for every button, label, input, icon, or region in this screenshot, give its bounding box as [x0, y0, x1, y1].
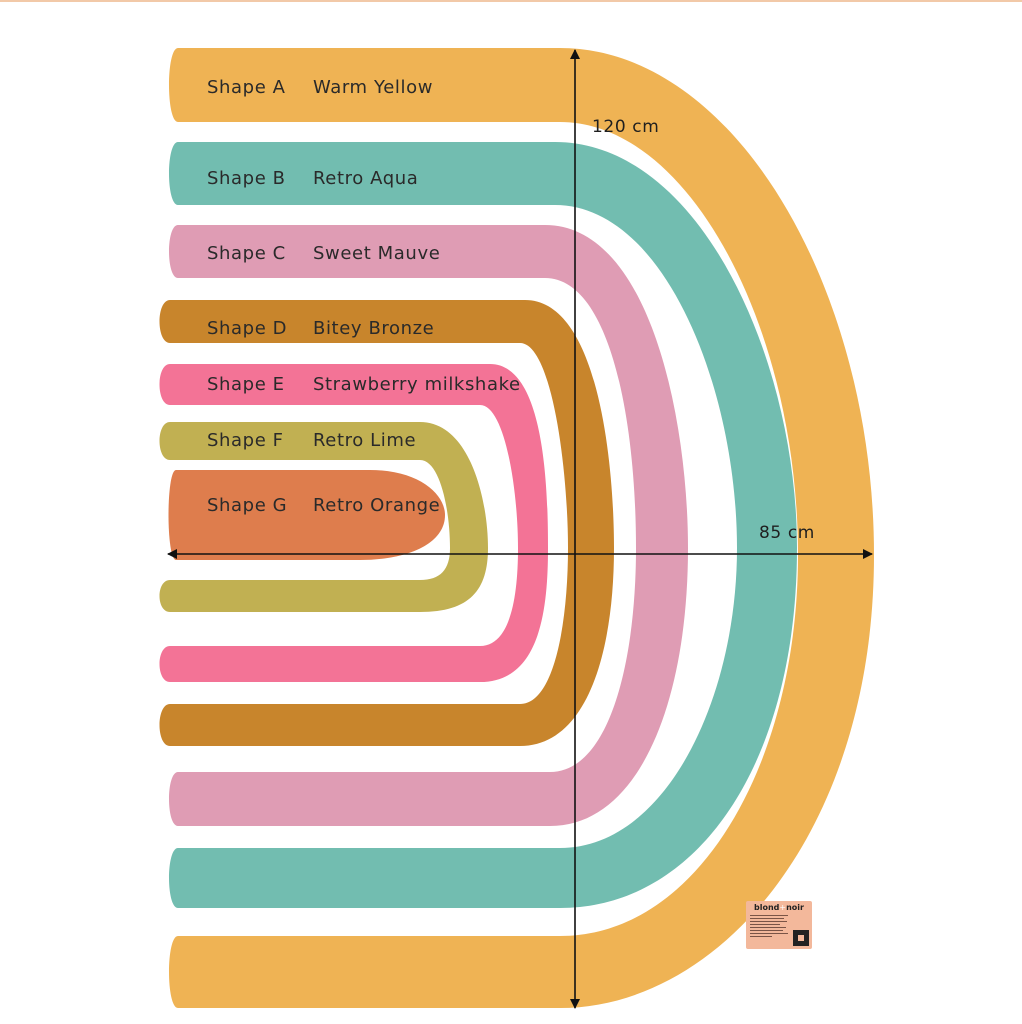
- height-dimension-label: 120 cm: [592, 117, 659, 137]
- shape-g-band: [168, 470, 445, 560]
- shape-c-label: Shape C: [207, 243, 286, 264]
- shape-g-color-name: Retro Orange: [313, 495, 440, 516]
- shape-e-band: [159, 364, 548, 682]
- qr-code-icon: [793, 930, 809, 946]
- shape-e-color-name: Strawberry milkshake: [313, 374, 521, 395]
- shape-b-label: Shape B: [207, 168, 286, 189]
- shape-a-color-name: Warm Yellow: [313, 77, 433, 98]
- shape-d-band: [159, 300, 614, 746]
- brand-card: blond+noir: [746, 901, 812, 949]
- shape-c-band: [169, 225, 688, 826]
- shape-c-color-name: Sweet Mauve: [313, 243, 440, 264]
- shape-a-label: Shape A: [207, 77, 286, 98]
- shape-f-band: [159, 422, 488, 612]
- shape-g-label: Shape G: [207, 495, 287, 516]
- shape-d-color-name: Bitey Bronze: [313, 318, 434, 339]
- shape-f-label: Shape F: [207, 430, 284, 451]
- shape-d-label: Shape D: [207, 318, 287, 339]
- shape-e-label: Shape E: [207, 374, 285, 395]
- brand-fine-print: [750, 915, 788, 939]
- shape-f-color-name: Retro Lime: [313, 430, 416, 451]
- width-dimension-label: 85 cm: [759, 523, 815, 543]
- top-rule: [0, 0, 1022, 2]
- brand-logo: blond+noir: [754, 903, 804, 912]
- shape-b-color-name: Retro Aqua: [313, 168, 418, 189]
